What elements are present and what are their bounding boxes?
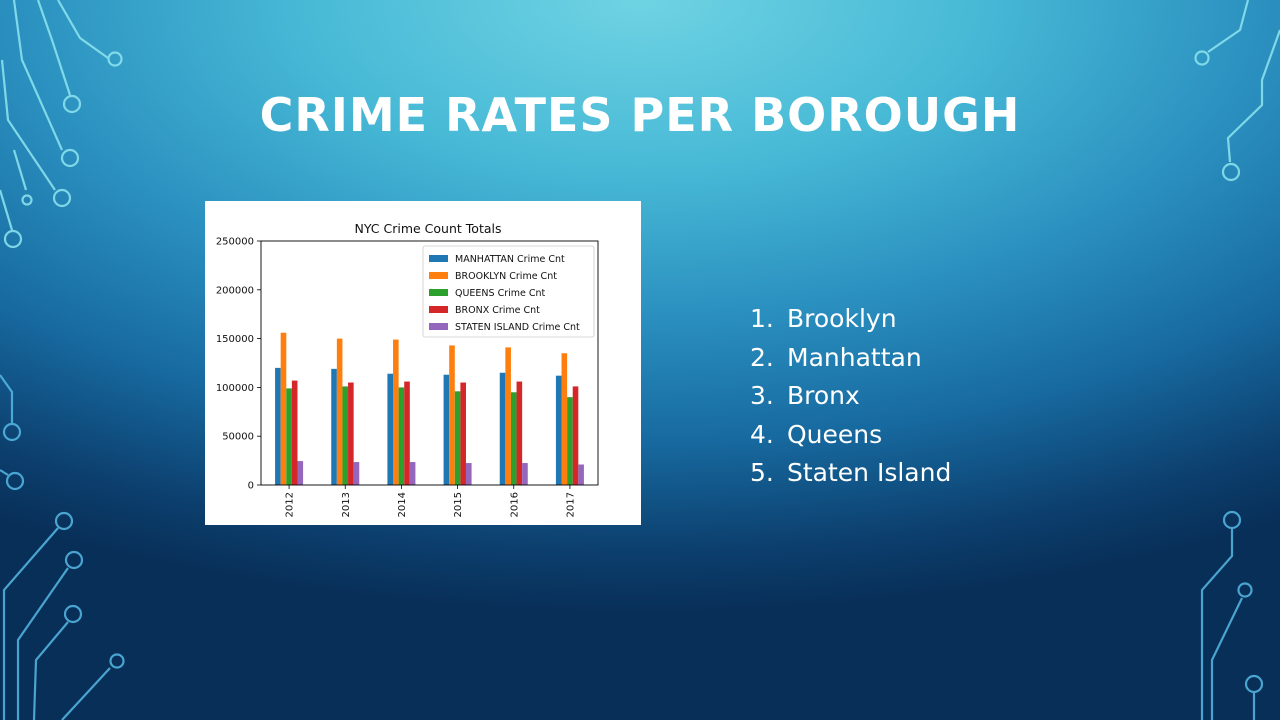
bar-2015-3 <box>454 391 461 485</box>
legend-swatch <box>429 272 448 279</box>
bar-2016-5 <box>522 463 528 485</box>
bar-2013-3 <box>342 386 349 485</box>
ranking-item: 3. Bronx <box>750 377 951 416</box>
x-tick-label: 2017 <box>565 492 576 517</box>
slide-title: CRIME RATES PER BOROUGH <box>259 88 1021 142</box>
legend-swatch <box>429 323 448 330</box>
ranking-item: 1. Brooklyn <box>750 300 951 339</box>
y-tick-label: 100000 <box>216 383 254 394</box>
borough-ranking-list: 1. Brooklyn 2. Manhattan 3. Bronx 4. Queens … <box>750 300 951 493</box>
ranking-label: Bronx <box>787 381 860 410</box>
bar-2016-4 <box>516 381 523 485</box>
ranking-label: Queens <box>787 419 883 449</box>
legend-label: QUEENS Crime Cnt <box>455 288 546 299</box>
legend-label: STATEN ISLAND Crime Cnt <box>455 322 580 333</box>
bar-2017-2 <box>561 353 568 485</box>
legend-swatch <box>429 289 448 296</box>
bar-2012-3 <box>286 388 292 485</box>
bar-2015-1 <box>443 374 450 485</box>
ranking-number: 5. <box>750 458 774 487</box>
plot-frame <box>260 240 599 486</box>
x-tick-label: 2013 <box>341 492 352 517</box>
bar-2012-2 <box>280 332 287 485</box>
legend-label: MANHATTAN Crime Cnt <box>455 254 565 265</box>
legend-swatch <box>429 255 448 262</box>
ranking-label: Brooklyn <box>787 304 897 333</box>
bar-2012-5 <box>297 461 304 485</box>
legend-box <box>422 245 595 338</box>
legend-label: BRONX Crime Cnt <box>455 305 540 316</box>
bar-2016-1 <box>499 372 506 485</box>
y-tick-label: 200000 <box>216 285 254 296</box>
bar-2014-4 <box>404 381 410 485</box>
bar-2013-1 <box>331 368 337 485</box>
x-tick-label: 2014 <box>397 492 408 517</box>
y-tick-label: 250000 <box>216 237 254 248</box>
bar-2017-1 <box>555 375 562 485</box>
bar-2015-2 <box>449 345 455 485</box>
ranking-number: 4. <box>750 419 774 449</box>
bar-2013-4 <box>348 382 354 485</box>
bar-2015-4 <box>460 382 466 485</box>
bars-layer <box>275 332 584 485</box>
ranking-item: 4. Queens <box>750 416 951 455</box>
ranking-item: 2. Manhattan <box>750 339 951 378</box>
legend-label: BROOKLYN Crime Cnt <box>455 271 557 282</box>
bar-2014-3 <box>398 387 405 485</box>
y-tick-label: 150000 <box>216 334 254 345</box>
axes-layer: 2012 2013 2014 2015 2016 2017 0 50000 100000 1500… <box>216 237 599 517</box>
ranking-number: 1. <box>750 304 774 333</box>
bar-2014-2 <box>393 339 399 485</box>
legend-swatch <box>429 306 448 313</box>
bar-2014-5 <box>409 462 416 485</box>
ranking-item: 5. Staten Island <box>750 454 951 493</box>
crime-bar-chart: NYC Crime Count Totals 2012 2013 2014 2015 2… <box>216 221 599 517</box>
ranking-number: 3. <box>750 381 774 410</box>
bar-2013-5 <box>353 462 360 485</box>
ranking-number: 2. <box>750 342 774 372</box>
bar-2016-3 <box>510 392 517 485</box>
chart-title: NYC Crime Count Totals <box>355 221 502 236</box>
bar-2016-2 <box>505 347 511 485</box>
y-tick-label: 50000 <box>222 432 254 443</box>
y-tick-label: 0 <box>248 481 254 492</box>
x-tick-label: 2016 <box>509 492 520 517</box>
bar-2017-4 <box>572 386 579 485</box>
bar-2012-1 <box>275 367 281 485</box>
bar-2014-1 <box>387 373 394 485</box>
x-tick-label: 2012 <box>285 492 296 517</box>
bar-2015-5 <box>465 463 472 485</box>
chart-image: NYC Crime Count Totals 2012 2013 2014 2015 2… <box>205 201 641 525</box>
x-tick-label: 2015 <box>453 492 464 517</box>
ranking-label: Manhattan <box>787 342 922 372</box>
bar-2013-2 <box>336 338 343 485</box>
bar-2017-3 <box>567 397 573 485</box>
chart-legend: MANHATTAN Crime Cnt BROOKLYN Crime Cnt QUE… <box>422 245 595 338</box>
ranking-label: Staten Island <box>787 458 952 487</box>
bar-2017-5 <box>578 464 584 485</box>
bar-2012-4 <box>291 380 298 485</box>
